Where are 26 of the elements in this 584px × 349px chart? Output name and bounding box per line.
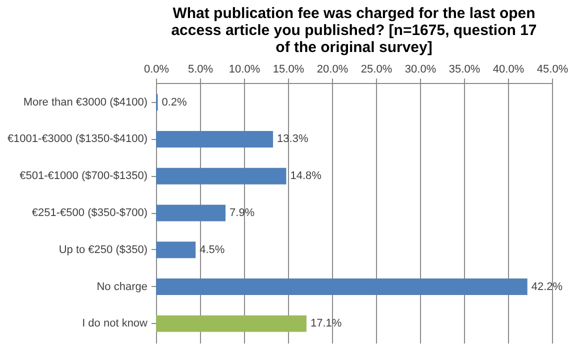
x-tick-label: 25.0%	[360, 64, 392, 76]
x-tick-label: 40.0%	[492, 64, 524, 76]
x-tick-label: 0.0%	[144, 64, 170, 76]
bar	[156, 130, 274, 148]
x-tick-label: 35.0%	[448, 64, 480, 76]
x-tick-label: 20.0%	[316, 64, 348, 76]
bar	[156, 204, 226, 222]
bar	[156, 278, 528, 296]
y-tick-label: €251-€500 ($350-$700)	[32, 207, 148, 219]
x-tick-label: 30.0%	[404, 64, 436, 76]
bar	[156, 315, 306, 332]
bar	[156, 242, 196, 258]
y-tick-label: I do not know	[82, 318, 148, 330]
data-label: 0.2%	[162, 96, 188, 108]
y-tick-label: More than €3000 ($4100)	[23, 96, 148, 108]
x-tick-label: 5.0%	[188, 64, 214, 76]
chart-title: What publication fee was charged for the last open access article you published? [n=1675, question 17 of the original survey]	[171, 5, 537, 56]
x-tick-label: 45.0%	[536, 64, 568, 76]
y-tick-label: Up to €250 ($350)	[58, 244, 148, 256]
data-label: 14.8%	[290, 170, 322, 182]
bar	[156, 168, 286, 184]
y-tick-label: No charge	[96, 280, 148, 293]
x-tick-label: 10.0%	[228, 64, 260, 76]
y-tick-label: €1001-€3000 ($1350-$4100)	[7, 133, 148, 146]
x-tick-label: 15.0%	[272, 64, 304, 76]
y-tick-label: €501-€1000 ($700-$1350)	[20, 170, 148, 182]
